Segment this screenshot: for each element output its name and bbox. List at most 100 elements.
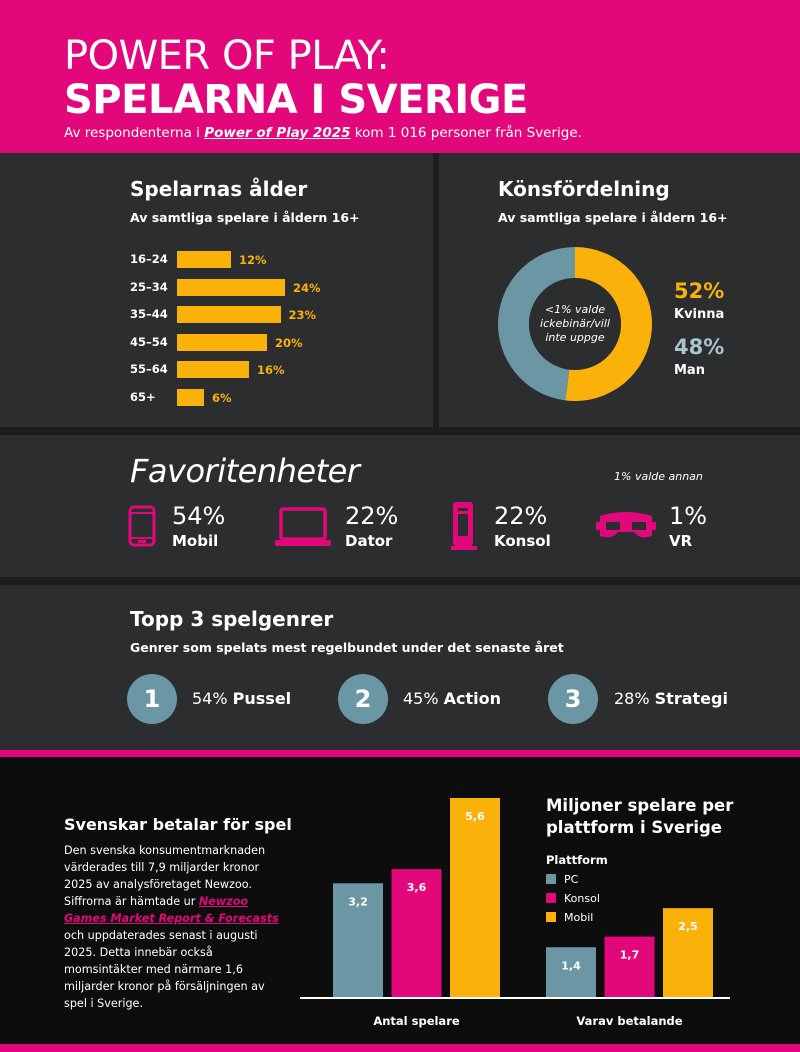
platform-bar (663, 908, 713, 997)
platform-bar-value: 1,4 (561, 959, 581, 972)
legend-label-pc: PC (564, 873, 579, 886)
age-bar (177, 251, 231, 268)
age-bar (177, 388, 204, 406)
platform-bar (546, 947, 596, 997)
legend-label-console: Konsol (564, 892, 600, 905)
platform-bar (450, 798, 500, 997)
legend-item-mobile: Mobil (546, 911, 593, 924)
spending-title: Svenskar betalar för spel (64, 815, 292, 834)
platform-bar-value: 1,7 (620, 949, 640, 962)
fav-console-percent: 22% (494, 502, 548, 530)
panel-divider (433, 153, 439, 427)
platform-bar-chart: 3,2 3,6 5,6 Antal spelare 1,4 1,7 2,5 Varav bet… (300, 798, 730, 1028)
age-subtitle: Av samtliga spelare i åldern 16+ (130, 210, 360, 225)
age-group-label: 55–64 (130, 362, 168, 376)
age-bar-value: 6% (212, 390, 232, 405)
fav-mobile-percent: 54% (172, 502, 226, 530)
age-bar-value: 23% (288, 308, 317, 322)
platform-bar-value: 3,2 (348, 895, 368, 908)
age-group-label: 45–54 (130, 334, 168, 349)
male-percent: 48% (674, 335, 725, 359)
section-divider (0, 427, 800, 435)
age-group-label: 35–44 (130, 307, 168, 321)
platform-bar (604, 936, 655, 997)
age-bar (177, 306, 281, 323)
donut-slice-kvinna (565, 247, 652, 401)
vr-headset-icon (596, 512, 656, 538)
subtitle-post: kom 1 016 personer från Sverige. (350, 125, 582, 141)
platform-category-label: Antal spelare (373, 1014, 460, 1028)
newzoo-report-link[interactable]: Newzoo Games Market Report & Forecasts (64, 895, 279, 925)
power-of-play-link[interactable]: Power of Play 2025 (204, 125, 351, 141)
platform-category-label: Varav betalande (576, 1014, 682, 1028)
console-icon (451, 502, 477, 550)
platform-bar-value: 5,6 (465, 810, 485, 823)
spending-body-pre: Den svenska konsumentmarknaden värderade… (64, 844, 266, 908)
pink-band-top (0, 750, 800, 757)
age-title: Spelarnas ålder (130, 177, 308, 201)
fav-console-label: Konsol (494, 532, 551, 550)
header-banner: POWER OF PLAY: SPELARNA I SVERIGE Av res… (0, 0, 800, 153)
gender-title: Könsfördelning (498, 177, 670, 201)
section-divider-2 (0, 577, 800, 585)
age-bar (177, 361, 249, 378)
gender-subtitle: Av samtliga spelare i åldern 16+ (498, 210, 728, 225)
genre-item-1: 54% Pussel (192, 689, 291, 708)
genres-panel (0, 585, 800, 750)
donut-slice-man (498, 247, 575, 401)
legend-swatch-pc (546, 874, 556, 884)
subtitle-pre: Av respondenterna i (64, 125, 205, 141)
platform-bar (391, 869, 442, 997)
fav-vr-label: VR (669, 532, 693, 550)
spending-body: Den svenska konsumentmarknaden värderade… (64, 842, 279, 1012)
spending-body-post: och uppdaterades senast i augusti 2025. … (64, 929, 265, 1010)
fav-computer-label: Dator (345, 532, 393, 550)
platform-bar-value: 3,6 (407, 881, 427, 894)
genres-title: Topp 3 spelgenrer (130, 607, 334, 631)
platform-chart-title: Miljoner spelare per plattform i Sverige (546, 796, 734, 837)
age-bar-value: 16% (257, 363, 285, 377)
age-group-label: 16–24 (130, 252, 168, 266)
age-group-label: 25–34 (130, 279, 168, 294)
fav-mobile-label: Mobil (172, 532, 219, 550)
genre-3-pct: 28% (614, 689, 650, 708)
legend-swatch-console (546, 893, 556, 903)
genre-3-name: Strategi (654, 689, 728, 708)
age-bar (177, 278, 285, 296)
fav-computer-percent: 22% (345, 502, 399, 530)
pink-band-bottom (0, 1044, 800, 1052)
platform-bar-value: 2,5 (678, 920, 698, 933)
platform-bar (333, 883, 383, 997)
male-label: Man (674, 363, 705, 378)
page-title-line2: SPELARNA I SVERIGE (64, 77, 528, 123)
genre-2-name: Action (443, 689, 502, 708)
donut-center-text: <1% valde ickebinär/vill inte uppge (540, 303, 610, 344)
donut-hole (529, 278, 621, 370)
age-group-label: 65+ (130, 389, 156, 404)
genre-rank-1: 1 (127, 674, 177, 724)
page-title-line1: POWER OF PLAY: (64, 33, 390, 79)
genres-subtitle: Genrer som spelats mest regelbundet unde… (130, 640, 564, 655)
female-label: Kvinna (674, 307, 725, 322)
genre-item-2: 45% Action (403, 689, 501, 708)
gender-donut-chart (498, 247, 652, 401)
age-bar-value: 24% (293, 280, 321, 295)
favorites-note: 1% valde annan (614, 470, 703, 483)
genre-1-name: Pussel (232, 689, 292, 708)
female-percent: 52% (674, 279, 725, 303)
laptop-icon (275, 507, 331, 546)
page-subtitle: Av respondenterna i Power of Play 2025 k… (64, 125, 582, 141)
favorites-title: Favoritenheter (130, 452, 360, 490)
legend-swatch-mobile (546, 912, 556, 922)
genre-1-pct: 54% (192, 689, 228, 708)
phone-icon (128, 505, 156, 547)
legend-title: Plattform (546, 853, 608, 867)
genre-rank-3: 3 (548, 674, 598, 724)
legend-label-mobile: Mobil (564, 911, 594, 924)
age-bar-value: 20% (275, 335, 303, 350)
age-bar-value: 12% (239, 253, 267, 267)
genre-item-3: 28% Strategi (614, 689, 728, 708)
genre-rank-2: 2 (338, 674, 388, 724)
legend-item-console: Konsol (546, 892, 600, 905)
genre-2-pct: 45% (403, 689, 439, 708)
